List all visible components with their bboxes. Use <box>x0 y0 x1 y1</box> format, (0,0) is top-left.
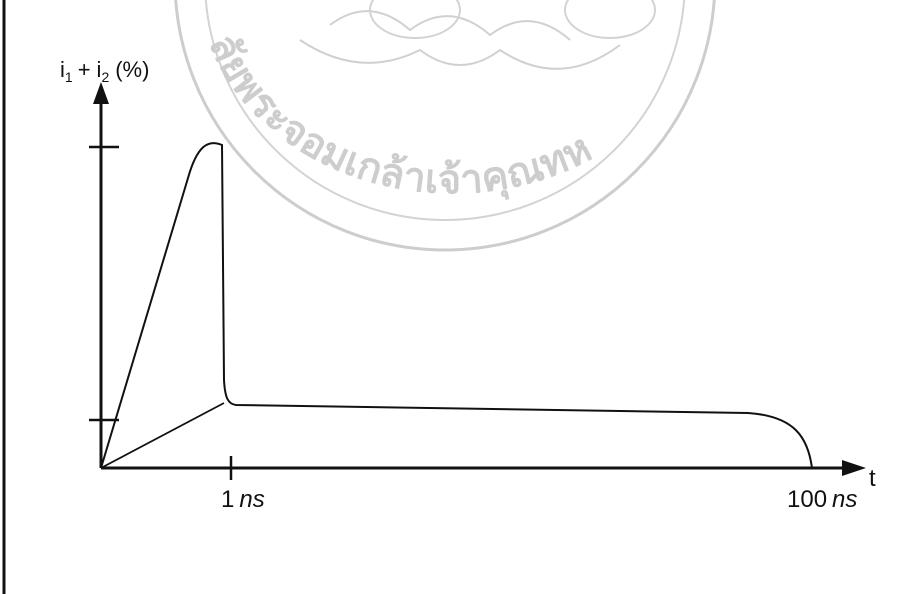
x-axis-label: t <box>869 465 876 492</box>
x-tick-label-1ns: 1 ns <box>221 486 265 513</box>
x-axis: t 1 ns 100 ns <box>101 456 876 513</box>
diagonal-reference-line <box>100 402 225 469</box>
watermark-seal: ลัยพระจอมเกล้าเจ้าคุณทห <box>174 0 716 252</box>
waveform-curve <box>100 142 813 469</box>
x-tick-label-100ns: 100 ns <box>787 486 857 513</box>
y-axis-label: i1 + i2 (%) <box>60 57 149 85</box>
y-axis-arrow <box>93 82 109 104</box>
y-axis: i1 + i2 (%) <box>60 57 149 468</box>
x-axis-arrow <box>842 460 866 476</box>
